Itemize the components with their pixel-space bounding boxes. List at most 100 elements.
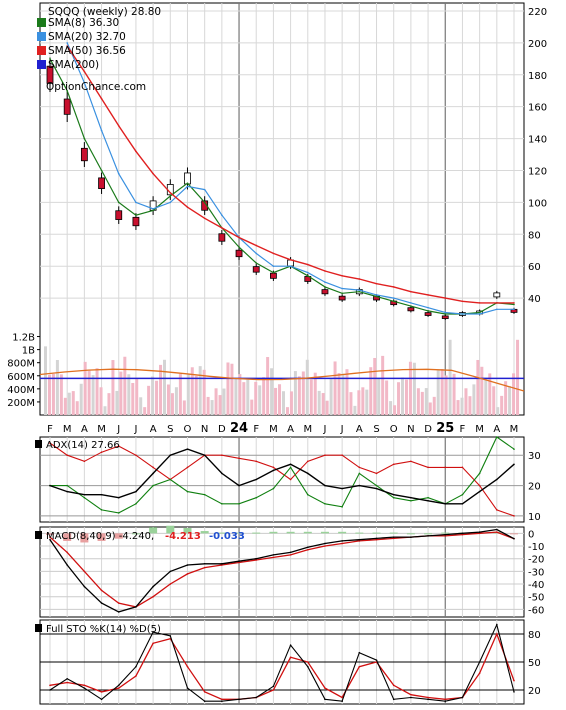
sma50-line-point	[100, 97, 103, 100]
minus-di-line-point	[152, 466, 154, 469]
adx-line-point	[358, 484, 361, 487]
macd-line-point	[478, 531, 481, 533]
minus-di-line-point	[513, 515, 515, 517]
macd-hist-bar	[510, 533, 518, 535]
volume-bar	[234, 378, 238, 415]
price-candle	[218, 233, 226, 242]
plus-di-line-point	[478, 472, 481, 475]
macd-signal-line-point	[358, 540, 361, 542]
volume-bar	[460, 397, 464, 415]
plus-di-line-point	[83, 496, 86, 499]
volume-bar	[401, 377, 404, 415]
sma50-line-point	[272, 252, 275, 255]
adx-line-point	[444, 502, 447, 505]
minus-di-line-point	[117, 445, 120, 447]
volume-bar	[424, 388, 428, 415]
price-candle	[80, 147, 88, 162]
x-tick-label: 24	[230, 421, 248, 436]
sto-panel: 80 50 20 Full STO %K(14) %D(5)	[35, 619, 541, 705]
macd-line-point	[324, 542, 326, 545]
volume-bar	[198, 366, 202, 415]
sto-k-line-point	[306, 665, 309, 668]
volume-bar	[341, 373, 345, 415]
x-tick-label: N	[407, 424, 414, 435]
volume-bar	[412, 362, 416, 415]
sma20-line-point	[306, 271, 309, 274]
y-tick-label: 160	[528, 103, 547, 114]
sma8-line-point	[427, 310, 429, 312]
macd-line-point	[221, 562, 223, 565]
macd-hist-bar	[389, 532, 398, 534]
macd-line-point	[461, 532, 464, 535]
plus-di-line-point	[255, 496, 258, 499]
volume-bar	[285, 407, 289, 415]
macd-line-point	[83, 585, 86, 588]
x-tick-label: F	[253, 424, 259, 435]
volume-bar	[214, 388, 218, 415]
sto-d-line-point	[100, 691, 103, 693]
plus-di-line	[50, 436, 515, 514]
volume-bar	[373, 357, 377, 415]
sma20-line-point	[100, 129, 103, 132]
minus-di-line-point	[496, 509, 498, 511]
volume-bar	[95, 368, 99, 415]
sma20-line-point	[444, 311, 447, 314]
sma8-line-point	[152, 209, 154, 212]
price-candle	[407, 307, 415, 312]
adx-line-point	[169, 454, 172, 457]
price-lines	[46, 42, 518, 320]
adx-line-point	[306, 472, 309, 475]
plus-di-line-point	[392, 496, 395, 499]
sto-d-line-point	[66, 681, 68, 684]
macd-signal-line-point	[306, 549, 309, 551]
sma20-line-point	[135, 201, 137, 204]
price-candle	[321, 289, 329, 295]
volume-bar	[143, 407, 147, 415]
sma20-line-point	[513, 308, 515, 311]
macd-hist-bar	[338, 531, 347, 534]
macd-signal-line-point	[100, 589, 103, 592]
volume-bar	[282, 391, 285, 415]
price-candle	[252, 266, 260, 273]
sto-k-line	[49, 623, 515, 702]
volume-bar	[202, 369, 206, 415]
sto-d-line-point	[152, 642, 154, 645]
x-axis-labels: F M A M J J A S O N D 24 F M A M J J A S O N D 25 F M A M	[47, 421, 518, 436]
volume-bar	[226, 362, 230, 415]
volume-bar	[186, 373, 190, 415]
sto-k-line-point	[238, 698, 240, 701]
volume-bar	[349, 392, 353, 415]
x-tick-label: J	[322, 424, 326, 435]
adx-legend-swatch	[35, 440, 42, 448]
volume-tick-label: 200M	[7, 398, 35, 409]
volume-bar	[99, 387, 103, 415]
sto-d-line-point	[272, 689, 275, 691]
macd-hist-bar	[149, 527, 158, 534]
y-tick-label: 80	[528, 630, 541, 641]
volume-bar	[115, 390, 119, 415]
sma20-line-point	[392, 297, 395, 299]
plus-di-line-point	[100, 509, 103, 511]
y-tick-label: 100	[528, 198, 547, 209]
legend-label: SMA(20) 32.70	[48, 31, 126, 43]
macd-line-point	[496, 528, 498, 531]
volume-bar	[170, 393, 174, 415]
y-tick-label: 20	[528, 686, 541, 697]
macd-hist-bar	[183, 528, 192, 534]
x-tick-label: J	[133, 424, 137, 435]
sma50-line-point	[203, 217, 206, 220]
sto-axis-ticks: 80 50 20	[528, 630, 541, 697]
sma50-line-point	[461, 300, 464, 303]
sto-d-line-point	[410, 693, 412, 696]
sma8-line-point	[117, 201, 120, 204]
macd-signal-line-point	[272, 556, 275, 559]
sma50-line-point	[135, 150, 137, 153]
volume-bar	[87, 370, 91, 415]
sma8-line	[49, 58, 515, 315]
volume-bar	[385, 380, 389, 415]
sma50-line-point	[496, 302, 498, 304]
watermark: OptionChance.com	[46, 81, 146, 93]
volume-bar	[262, 377, 266, 415]
sma-legend: SMA(8) 36.30 SMA(20) 32.70 SMA(50) 36.56 SM…	[37, 17, 126, 71]
macd-signal-line-point	[255, 559, 258, 561]
